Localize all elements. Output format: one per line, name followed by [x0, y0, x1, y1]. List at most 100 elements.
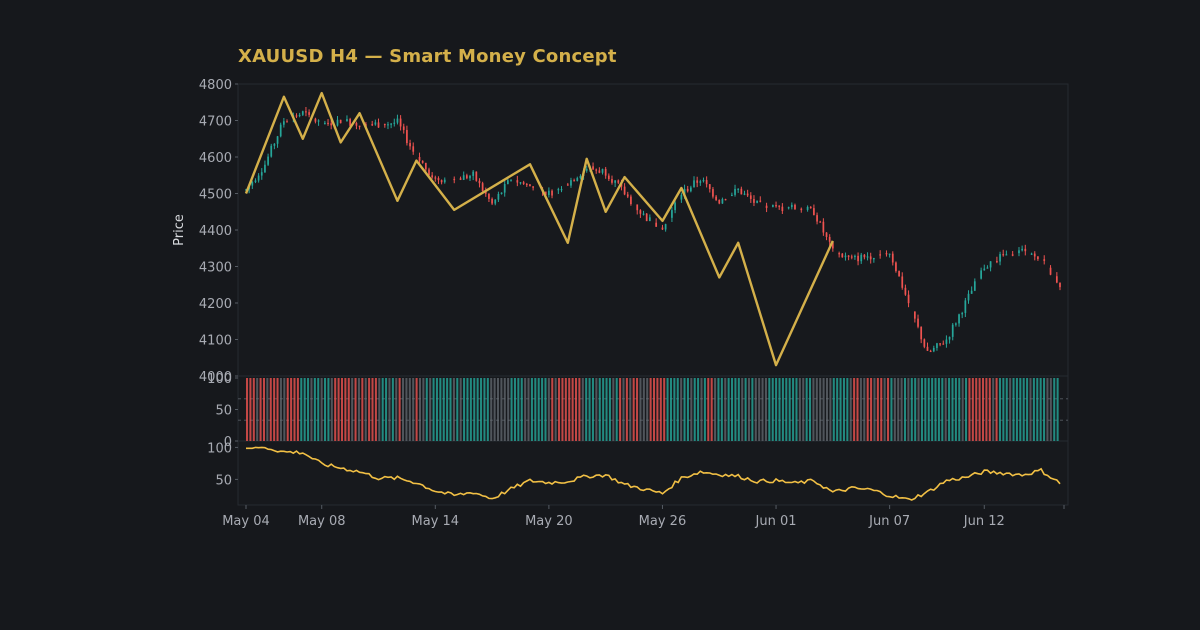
candle-body [286, 121, 288, 123]
candle-body [1043, 259, 1046, 261]
probability-bar [395, 378, 398, 441]
probability-bar [337, 378, 340, 441]
candle-body [443, 179, 446, 183]
candle-body [428, 169, 430, 176]
candle-body [1021, 248, 1024, 251]
candle-body [888, 253, 891, 255]
probability-bar [1002, 378, 1005, 441]
candle-body [557, 189, 560, 191]
candle-body [955, 323, 957, 325]
probability-bar [527, 378, 530, 441]
probability-bar [385, 378, 388, 441]
candle-body [402, 126, 405, 130]
probability-bar [530, 378, 533, 441]
probability-bar [853, 378, 856, 441]
candle-body [951, 324, 954, 337]
probability-bar [981, 378, 985, 441]
candle-body [257, 175, 260, 181]
candle-body [406, 129, 408, 144]
probability-y-tick-label: 0 [224, 435, 232, 450]
candle-body [983, 268, 986, 271]
candle-body [772, 205, 774, 207]
probability-bar [564, 378, 567, 441]
candle-body [986, 267, 989, 269]
probability-bar [619, 378, 622, 441]
candle-body [904, 287, 907, 295]
candle-body [330, 123, 333, 126]
candle-body [339, 119, 342, 124]
candle-body [914, 311, 916, 319]
probability-bar [975, 378, 978, 441]
probability-bar [666, 378, 669, 441]
candle-body [1018, 250, 1020, 254]
candle-body [604, 168, 607, 176]
x-tick-label: May 14 [412, 514, 460, 529]
probability-bar [439, 378, 442, 441]
probability-bar [781, 378, 784, 441]
probability-bar [690, 378, 693, 441]
candle-body [630, 196, 632, 205]
candle-body [895, 262, 897, 272]
probability-bar [456, 378, 459, 441]
probability-bar [629, 378, 632, 441]
candle-body [734, 188, 736, 195]
candle-body [516, 180, 519, 183]
candle-body [399, 118, 402, 127]
probability-bar [483, 378, 486, 441]
candle-body [775, 205, 777, 207]
probability-bar [446, 378, 449, 441]
candle-body [942, 343, 945, 345]
candle-body [749, 195, 752, 199]
probability-bar [1022, 378, 1025, 441]
probability-bar [832, 378, 835, 441]
candle-body [465, 175, 468, 179]
candle-body [503, 184, 506, 193]
probability-bar [873, 378, 876, 441]
probability-y-tick-label: 100 [207, 372, 232, 387]
probability-bar [381, 378, 384, 441]
candle-body [355, 122, 358, 126]
probability-bar [476, 378, 479, 441]
probability-bar [378, 378, 381, 441]
probability-bar [344, 378, 347, 441]
candle-body [412, 146, 415, 152]
candle-body [964, 300, 967, 313]
candle-body [683, 188, 686, 195]
probability-bar [829, 378, 832, 441]
candle-body [478, 180, 481, 184]
candle-body [1005, 254, 1008, 256]
candle-body [522, 182, 525, 184]
candle-body [939, 343, 941, 345]
candle-body [519, 182, 522, 184]
candle-body [936, 343, 938, 348]
probability-bar [1012, 378, 1015, 441]
candle-body [885, 253, 888, 255]
probability-bar [588, 378, 591, 441]
x-tick-label: May 20 [525, 514, 573, 529]
candle-body [699, 181, 702, 183]
candle-body [686, 188, 689, 192]
x-tick-label: May 26 [639, 514, 687, 529]
probability-bar [910, 378, 913, 441]
probability-bar [948, 378, 951, 441]
probability-bar [897, 378, 900, 441]
candle-body [308, 112, 310, 115]
probability-bar [734, 378, 737, 441]
candle-body [800, 208, 803, 211]
candle-body [481, 183, 484, 192]
candle-body [387, 124, 389, 126]
candle-body [459, 178, 462, 180]
candle-body [276, 136, 279, 144]
candle-body [872, 257, 875, 260]
price-y-tick-label: 4300 [199, 261, 232, 276]
probability-bar [246, 378, 249, 441]
candle-body [617, 180, 620, 183]
probability-bar [262, 378, 265, 441]
candle-body [1059, 282, 1061, 288]
probability-bar [496, 378, 500, 441]
probability-bar [486, 378, 489, 441]
probability-bar [656, 378, 659, 441]
probability-bar [317, 378, 320, 441]
candle-body [570, 180, 572, 186]
